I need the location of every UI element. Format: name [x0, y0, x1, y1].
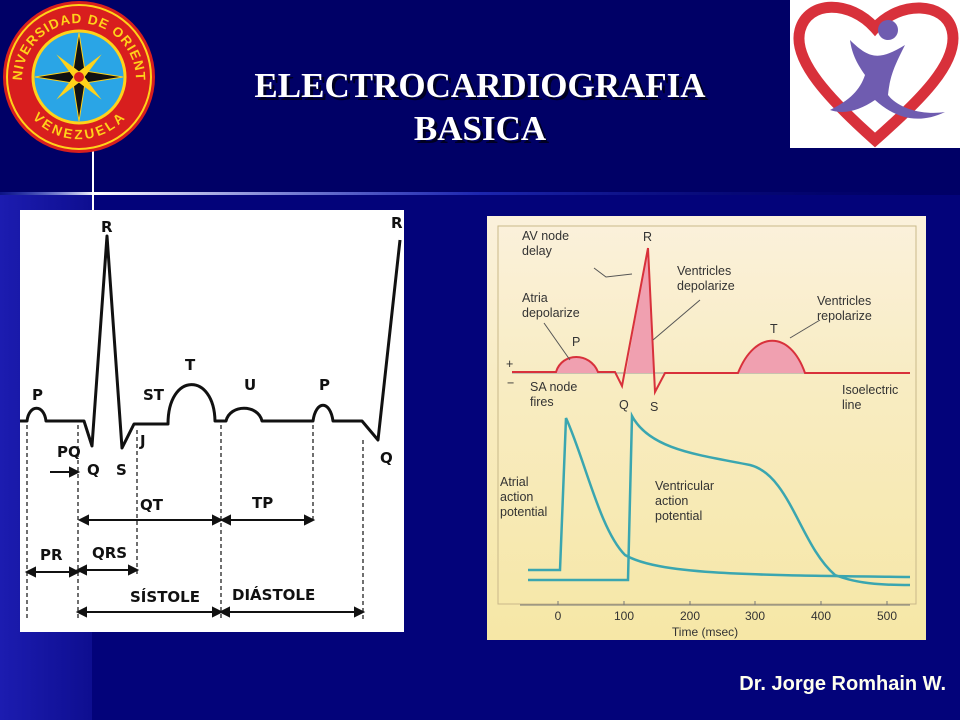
label-qrs: QRS	[92, 544, 127, 562]
x-tick-marks	[557, 601, 888, 605]
label-p-2: P	[319, 376, 330, 394]
label-q: Q	[619, 398, 629, 412]
qrs-fill	[626, 248, 654, 373]
x-tick-label: 500	[877, 609, 897, 623]
label-r-2: R	[391, 214, 403, 232]
title-line-2: BASICA	[414, 109, 547, 148]
plot-frame	[497, 225, 917, 605]
callout-lines	[543, 267, 821, 361]
interval-guides	[26, 425, 364, 620]
x-tick-label: 200	[680, 609, 700, 623]
label-ventricular-ap: Ventricular	[655, 479, 714, 493]
label-atrial-ap: action	[500, 490, 533, 504]
label-diastole: DIÁSTOLE	[232, 585, 315, 604]
label-s: S	[116, 461, 127, 479]
label-av-delay: delay	[522, 244, 553, 258]
x-axis-label: Time (msec)	[672, 625, 738, 639]
ecg-trace	[20, 234, 402, 450]
heart-logo	[790, 0, 960, 148]
label-atrial-ap: Atrial	[500, 475, 528, 489]
x-tick-label: 100	[614, 609, 634, 623]
label-p: P	[572, 335, 580, 349]
title-shadow-2: BASICA	[417, 112, 550, 151]
title-line-1: ELECTROCARDIOGRAFIA	[254, 66, 706, 105]
label-atria-depolarize: depolarize	[522, 306, 580, 320]
author: Dr. Jorge Romhain W.	[739, 673, 946, 695]
label-s: S	[650, 400, 658, 414]
label-atria-depolarize: Atria	[522, 291, 548, 305]
x-tick-label: 300	[745, 609, 765, 623]
label-st: ST	[143, 386, 165, 404]
label-minus: −	[507, 376, 514, 390]
label-p: P	[32, 386, 43, 404]
action-potential-diagram: 0 100 200 300 400 500 Time (msec) AV nod…	[487, 216, 926, 640]
title-shadow-1: ELECTROCARDIOGRAFIA	[257, 69, 709, 108]
label-r: R	[643, 230, 652, 244]
divider-cross	[92, 150, 94, 210]
label-pr: PR	[40, 546, 63, 564]
p-wave-fill	[556, 357, 598, 373]
label-atrial-ap: potential	[500, 505, 547, 519]
label-ventricles-repolarize: repolarize	[817, 309, 872, 323]
ecg-intervals-diagram: P R Q S ST T U P R Q J PQ QT TP PR QRS S…	[20, 210, 404, 632]
label-qt: QT	[140, 496, 164, 514]
label-isoelectric: Isoelectric	[842, 383, 898, 397]
label-sistole: SÍSTOLE	[130, 587, 200, 606]
label-ventricular-ap: action	[655, 494, 688, 508]
ventricular-action-potential	[528, 411, 911, 587]
label-r: R	[101, 218, 113, 236]
label-t: T	[770, 322, 778, 336]
x-tick-label: 400	[811, 609, 831, 623]
label-av-delay: AV node	[522, 229, 569, 243]
label-isoelectric: line	[842, 398, 862, 412]
label-plus: +	[506, 357, 513, 371]
label-sa-node: fires	[530, 395, 554, 409]
label-q: Q	[87, 461, 100, 479]
label-j: J	[139, 432, 146, 450]
interval-arrows	[24, 466, 366, 618]
ecg-trace-2	[512, 247, 910, 396]
label-t: T	[185, 356, 196, 374]
label-sa-node: SA node	[530, 380, 577, 394]
label-ventricles-repolarize: Ventricles	[817, 294, 871, 308]
label-tp: TP	[252, 494, 273, 512]
label-u: U	[244, 376, 256, 394]
x-tick-label: 0	[555, 609, 562, 623]
divider	[0, 192, 960, 195]
label-pq: PQ	[57, 443, 81, 461]
label-ventricles-depolarize: depolarize	[677, 279, 735, 293]
label-ventricular-ap: potential	[655, 509, 702, 523]
label-q-2: Q	[380, 449, 393, 467]
label-ventricles-depolarize: Ventricles	[677, 264, 731, 278]
